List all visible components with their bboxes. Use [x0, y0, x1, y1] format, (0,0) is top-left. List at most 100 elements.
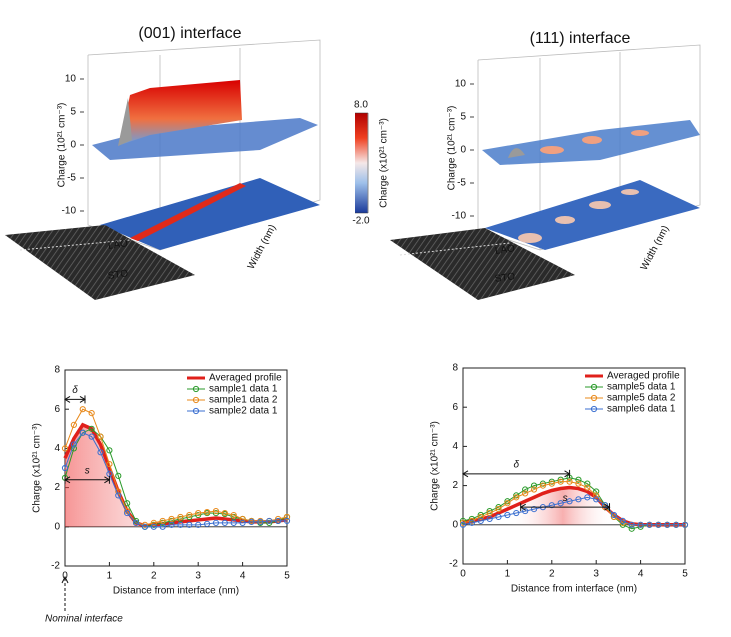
marker [486, 515, 493, 523]
marker [61, 445, 69, 452]
x-axis-label: Distance from interface (nm) [113, 586, 239, 597]
marker [486, 507, 493, 515]
marker [513, 492, 520, 499]
z-tick-label: -10 [62, 206, 77, 217]
marker [566, 498, 573, 505]
x-tick-label: 1 [505, 569, 511, 580]
x-tick-label: 1 [107, 571, 113, 582]
marker [221, 519, 228, 526]
marker [177, 521, 184, 528]
marker [230, 511, 237, 519]
marker [486, 509, 493, 517]
marker [159, 523, 166, 530]
marker [283, 513, 291, 521]
y-tick-label: 6 [54, 404, 60, 415]
marker [186, 513, 193, 521]
x-tick-label: 5 [284, 571, 290, 582]
colorbar-label: Charge (x10²¹ cm⁻³) [379, 118, 390, 208]
layer-label: STO [494, 271, 516, 285]
marker [557, 500, 564, 507]
marker [203, 508, 211, 516]
marker [468, 515, 475, 523]
surface-3d-left [5, 39, 321, 300]
marker [203, 520, 211, 527]
z-tick-label: 10 [455, 79, 467, 90]
marker [257, 518, 264, 526]
y-tick-label: 4 [54, 443, 60, 454]
marker [459, 521, 467, 528]
marker [186, 521, 193, 528]
marker [177, 513, 184, 521]
annotation-arrow [519, 503, 611, 512]
marker [575, 476, 582, 483]
marker [575, 496, 582, 503]
marker [159, 519, 166, 526]
marker [124, 509, 131, 517]
marker [673, 521, 680, 528]
marker [619, 519, 626, 526]
marker [530, 482, 538, 489]
z-tick-label: 10 [65, 74, 77, 85]
marker [575, 480, 582, 487]
marker [504, 500, 511, 507]
marker [115, 472, 122, 479]
legend-label: sample1 data 1 [209, 384, 278, 395]
marker [628, 525, 635, 532]
x-tick-label: 4 [240, 571, 246, 582]
y-tick-label: -2 [449, 559, 458, 570]
annotation-label: δ [513, 459, 519, 470]
y-tick-label: 8 [452, 363, 458, 374]
legend-label: sample2 data 1 [209, 406, 278, 417]
annotation-arrow [64, 395, 86, 404]
marker [566, 478, 573, 485]
marker [557, 478, 564, 485]
colorbar-tick-label: 8.0 [354, 100, 368, 111]
marker [275, 517, 282, 525]
annotation-arrow [462, 469, 571, 478]
x-tick-label: 4 [638, 569, 644, 580]
x-tick-label: 0 [62, 571, 68, 582]
marker [522, 486, 529, 493]
x-axis-label: Distance from interface (nm) [511, 584, 637, 595]
marker [168, 515, 175, 523]
marker [212, 509, 220, 517]
marker [557, 476, 564, 483]
legend-label: sample1 data 2 [209, 395, 278, 406]
marker [477, 511, 484, 519]
marker [495, 513, 502, 521]
marker [70, 441, 77, 448]
marker [132, 519, 140, 526]
marker [619, 517, 626, 524]
annotation-arrow [64, 475, 111, 484]
marker [141, 521, 149, 528]
x-tick-label: 0 [460, 569, 466, 580]
marker [593, 488, 600, 495]
marker [637, 521, 644, 528]
marker [115, 492, 122, 499]
marker [593, 492, 600, 499]
marker [539, 482, 547, 489]
marker [239, 515, 246, 523]
legend-label: sample6 data 1 [607, 404, 676, 415]
marker [79, 429, 86, 436]
marker [212, 519, 220, 526]
layer-label: LAO [107, 238, 129, 252]
marker [601, 502, 609, 509]
legend-label: Averaged profile [209, 373, 282, 384]
marker [468, 517, 475, 524]
marker [248, 518, 255, 526]
z-tick-label: -5 [67, 173, 76, 184]
marker [124, 500, 131, 507]
y-axis-label: Charge (x10²¹ cm⁻³) [430, 421, 441, 511]
z-tick-label: 5 [460, 112, 466, 123]
marker [513, 509, 520, 517]
legend-marker [590, 394, 598, 402]
legend-marker [590, 383, 598, 391]
marker [150, 521, 157, 528]
marker [88, 425, 95, 432]
y-tick-label: 0 [54, 521, 60, 532]
x-tick-label: 2 [549, 569, 555, 580]
marker [664, 521, 671, 528]
marker [610, 511, 618, 519]
note-label: Nominal interface [45, 614, 123, 625]
